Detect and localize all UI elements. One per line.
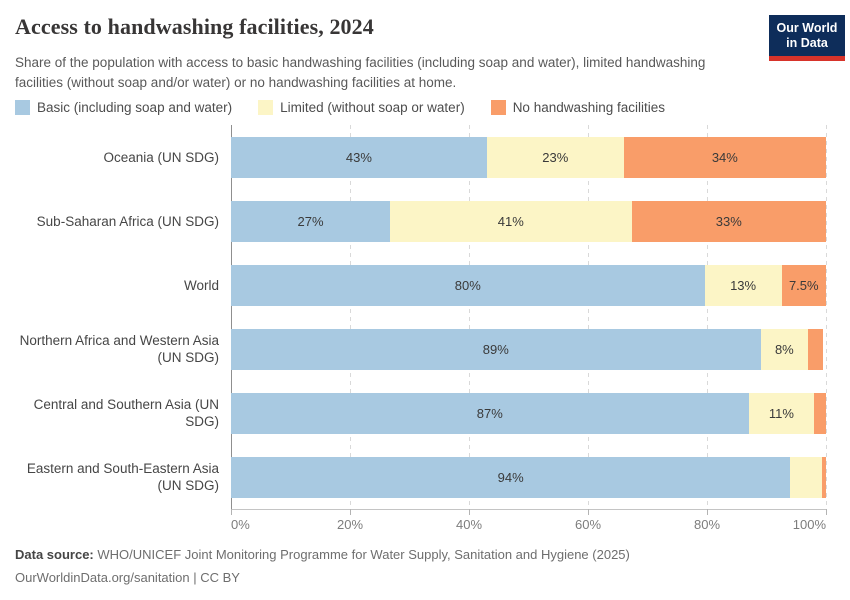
bar-track: 27% 41% 33% [231, 201, 826, 242]
footer-link[interactable]: OurWorldinData.org/sanitation [15, 570, 190, 585]
category-label: Oceania (UN SDG) [103, 149, 219, 165]
chart-title: Access to handwashing facilities, 2024 [15, 14, 374, 39]
bar-segment-limited[interactable]: 41% [390, 201, 632, 242]
x-tick-mark-80 [707, 509, 708, 515]
footer: Data source: WHO/UNICEF Joint Monitoring… [15, 543, 630, 589]
bar-value-label: 87% [476, 406, 503, 421]
bar-value-label: 34% [711, 150, 738, 165]
legend-item-none[interactable]: No handwashing facilities [490, 100, 666, 115]
bar-value-label: 13% [730, 278, 757, 293]
category-label: Sub-Saharan Africa (UN SDG) [36, 213, 219, 229]
chart-row: Eastern and South-Eastern Asia (UN SDG) 9… [15, 445, 826, 509]
bar-segment-basic[interactable]: 27% [231, 201, 391, 242]
gridline-60 [588, 125, 589, 515]
datasource-label: Data source: [15, 547, 94, 562]
x-tick-mark-100 [826, 509, 827, 515]
legend-swatch-basic [15, 100, 30, 115]
bar-segment-none[interactable]: 34% [623, 137, 826, 178]
bar-value-label: 7.5% [788, 278, 819, 293]
bar-value-label: 41% [497, 214, 524, 229]
category-label: World [183, 277, 219, 293]
bar-segment-none[interactable] [808, 329, 824, 370]
category-label: Northern Africa and Western Asia (UN SDG… [19, 333, 219, 365]
chart-row: Oceania (UN SDG) 43% 23% 34% [15, 125, 826, 189]
x-tick-mark-20 [350, 509, 351, 515]
plot-area: Oceania (UN SDG) 43% 23% 34% Sub-Saharan Afr… [15, 125, 827, 515]
bar-track: 94% [231, 457, 826, 498]
bar-value-label: 23% [542, 150, 569, 165]
gridline-80 [707, 125, 708, 515]
bar-segment-none[interactable] [821, 457, 826, 498]
bar-value-label: 33% [715, 214, 742, 229]
x-tick-label-40: 40% [455, 517, 483, 532]
bar-track: 89% 8% [231, 329, 826, 370]
legend-label-none: No handwashing facilities [512, 100, 666, 115]
x-tick-label-60: 60% [574, 517, 602, 532]
owid-logo[interactable]: Our World in Data [769, 15, 845, 61]
x-tick-label-100: 100% [792, 517, 826, 532]
x-tick-label-20: 20% [336, 517, 364, 532]
chart-row: Northern Africa and Western Asia (UN SDG… [15, 317, 826, 381]
chart-row: Central and Southern Asia (UN SDG) 87% 11% [15, 381, 826, 445]
bar-segment-limited[interactable]: 8% [760, 329, 809, 370]
chart-row: Sub-Saharan Africa (UN SDG) 27% 41% 33% [15, 189, 826, 253]
category-label: Central and Southern Asia (UN SDG) [33, 397, 219, 429]
bar-value-label: 11% [768, 406, 794, 421]
y-axis-line [231, 125, 232, 515]
bar-value-label: 89% [482, 342, 509, 357]
bar-segment-limited[interactable] [790, 457, 822, 498]
legend-swatch-limited [258, 100, 274, 115]
bar-segment-basic[interactable]: 80% [231, 265, 705, 306]
chart-row: World 80% 13% 7.5% [15, 253, 826, 317]
bar-value-label: 94% [497, 470, 524, 485]
bar-segment-basic[interactable]: 94% [231, 457, 791, 498]
chart-subtitle: Share of the population with access to b… [15, 55, 706, 90]
x-tick-mark-40 [469, 509, 470, 515]
bar-value-label: 80% [454, 278, 481, 293]
footer-license: | CC BY [189, 570, 240, 585]
gridline-40 [469, 125, 470, 515]
category-label: Eastern and South-Eastern Asia (UN SDG) [26, 461, 219, 493]
legend-item-limited[interactable]: Limited (without soap or water) [258, 100, 465, 115]
x-tick-mark-60 [588, 509, 589, 515]
bar-value-label: 8% [774, 342, 794, 357]
owid-logo-line2: in Data [786, 36, 828, 50]
bar-segment-limited[interactable]: 13% [704, 265, 782, 306]
bar-track: 80% 13% 7.5% [231, 265, 826, 306]
gridline-20 [350, 125, 351, 515]
bar-segment-basic[interactable]: 89% [231, 329, 761, 370]
bar-segment-limited[interactable]: 11% [748, 393, 815, 434]
footer-license-line: OurWorldinData.org/sanitation | CC BY [15, 566, 630, 589]
chart-rows: Oceania (UN SDG) 43% 23% 34% Sub-Saharan Afr… [15, 125, 826, 509]
owid-logo-box: Our World in Data [769, 15, 845, 56]
x-tick-mark-0 [231, 509, 232, 515]
x-axis-baseline [231, 509, 826, 510]
x-tick-label-0: 0% [231, 517, 250, 532]
bar-segment-none[interactable] [814, 393, 826, 434]
bar-track: 87% 11% [231, 393, 826, 434]
footer-datasource-line: Data source: WHO/UNICEF Joint Monitoring… [15, 543, 630, 566]
legend-label-limited: Limited (without soap or water) [280, 100, 465, 115]
owid-logo-line1: Our World [776, 21, 838, 35]
bar-value-label: 43% [345, 150, 372, 165]
x-axis: 0% 20% 40% 60% 80% 100% [231, 509, 827, 535]
bar-segment-none[interactable]: 7.5% [781, 265, 826, 306]
legend-swatch-none [490, 100, 506, 115]
bar-track: 43% 23% 34% [231, 137, 826, 178]
owid-logo-underline [769, 56, 845, 61]
bar-segment-basic[interactable]: 43% [231, 137, 487, 178]
gridline-100 [826, 125, 827, 515]
x-tick-label-80: 80% [693, 517, 721, 532]
gridlines [231, 125, 827, 515]
bar-segment-limited[interactable]: 23% [486, 137, 624, 178]
legend-item-basic[interactable]: Basic (including soap and water) [15, 100, 232, 115]
bar-segment-basic[interactable]: 87% [231, 393, 749, 434]
datasource-text: WHO/UNICEF Joint Monitoring Programme fo… [93, 547, 630, 562]
bar-segment-none[interactable]: 33% [631, 201, 826, 242]
legend-label-basic: Basic (including soap and water) [37, 100, 233, 115]
legend: Basic (including soap and water) Limited… [15, 100, 665, 115]
bar-value-label: 27% [297, 214, 324, 229]
